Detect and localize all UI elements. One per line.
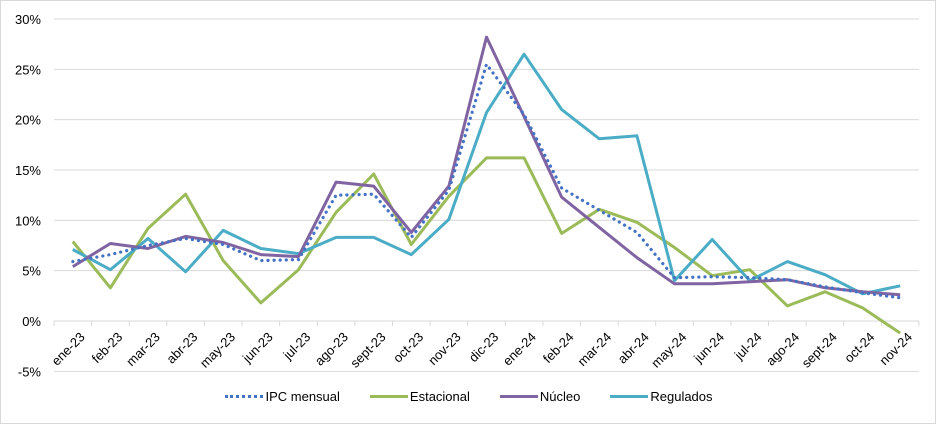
legend-swatch: [499, 395, 538, 398]
y-tick-label: -5%: [18, 364, 42, 379]
x-tick-label: abr-23: [163, 329, 200, 366]
series-line-estacional: [71, 156, 902, 335]
x-tick-label: nov-23: [425, 329, 464, 368]
x-tick-label: feb-23: [89, 329, 126, 366]
y-tick-label: 15%: [15, 163, 41, 178]
x-tick-label: ene-23: [48, 329, 87, 368]
x-tick-label: abr-24: [615, 329, 652, 366]
legend-label: Estacional: [409, 389, 470, 404]
legend-item: Estacional: [369, 389, 470, 404]
y-tick-label: 30%: [15, 12, 41, 27]
legend-swatch: [225, 395, 264, 398]
x-tick-label: may-24: [648, 329, 689, 370]
y-tick-label: 20%: [15, 113, 41, 128]
legend-label: Núcleo: [539, 389, 581, 404]
y-tick-label: 25%: [15, 62, 41, 77]
x-tick-label: ago-24: [763, 329, 802, 368]
x-tick-label: sept-23: [347, 329, 388, 370]
x-tick-label: may-23: [197, 329, 238, 370]
x-tick-label: ago-23: [312, 329, 351, 368]
y-axis-ticks: -5% 0% 5% 10% 15% 20% 25% 30%: [15, 12, 41, 379]
y-tick-label: 10%: [15, 213, 41, 228]
legend-label: Regulados: [650, 389, 713, 404]
legend-item: Núcleo: [499, 389, 581, 404]
x-axis: [53, 320, 920, 326]
x-tick-label: jun-23: [239, 329, 276, 366]
legend-swatch: [610, 395, 649, 398]
y-tick-label: 0%: [22, 314, 41, 329]
series-lines: [71, 35, 902, 335]
x-tick-label: mar-24: [575, 329, 615, 369]
x-tick-label: sept-24: [799, 329, 840, 370]
x-tick-label: ene-24: [500, 329, 539, 368]
series-line-regulados: [72, 52, 901, 296]
x-tick-label: oct-23: [390, 329, 426, 365]
y-tick-label: 5%: [22, 264, 41, 279]
series-line-ipc-mensual: [71, 62, 902, 300]
x-tick-label: jul-23: [280, 329, 314, 363]
series-line-n-cleo: [72, 35, 901, 297]
legend-item: Regulados: [610, 389, 713, 404]
x-tick-label: jun-24: [690, 329, 727, 366]
legend-label: IPC mensual: [265, 389, 340, 404]
legend-swatch: [369, 395, 408, 398]
legend: IPC mensual Estacional Núcleo Regulados: [1, 389, 936, 404]
x-tick-label: nov-24: [876, 329, 915, 368]
x-tick-label: oct-24: [841, 329, 877, 365]
x-tick-label: mar-23: [123, 329, 163, 369]
legend-item: IPC mensual: [225, 389, 340, 404]
x-tick-label: dic-23: [466, 329, 502, 365]
x-tick-label: jul-24: [731, 329, 765, 363]
x-tick-label: feb-24: [540, 329, 577, 366]
